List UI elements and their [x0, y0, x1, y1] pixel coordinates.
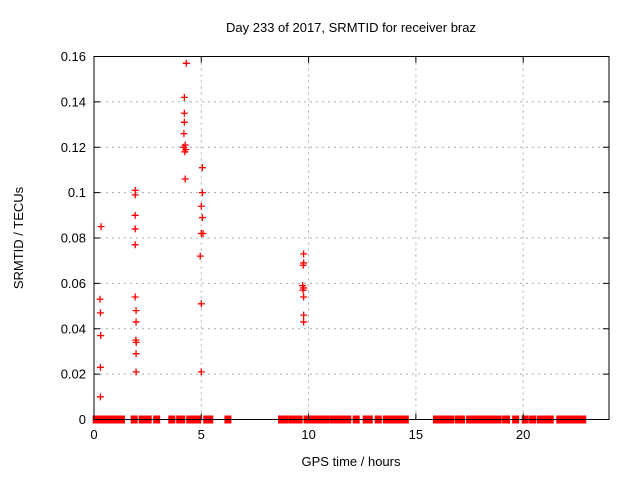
data-point: [198, 214, 206, 222]
data-point: [96, 309, 104, 317]
data-point: [131, 225, 139, 233]
data-point: [131, 241, 139, 249]
y-tick-label: 0.14: [61, 94, 86, 109]
data-point: [180, 109, 188, 117]
plot-border: [93, 56, 610, 420]
data-point: [181, 148, 189, 156]
data-point: [132, 307, 140, 315]
data-point: [199, 229, 207, 237]
data-point: [96, 363, 104, 371]
plot-border-and-ticks: [93, 56, 610, 420]
y-tick-label: 0.04: [61, 321, 86, 336]
data-point: [300, 250, 308, 258]
data-point: [132, 318, 140, 326]
data-point: [196, 252, 204, 260]
y-tick-label: 0.02: [61, 367, 86, 382]
data-point: [131, 211, 139, 219]
data-point: [96, 295, 104, 303]
y-tick-label: 0: [79, 412, 86, 427]
data-point: [131, 293, 139, 301]
data-point: [300, 318, 308, 326]
x-tick-label: 20: [516, 427, 530, 442]
y-tick-label: 0.08: [61, 231, 86, 246]
grid-layer: [94, 56, 609, 420]
x-tick-label: 10: [301, 427, 315, 442]
y-tick-label: 0.16: [61, 49, 86, 64]
data-point: [299, 286, 307, 294]
x-tick-label: 0: [90, 427, 97, 442]
data-point: [132, 368, 140, 376]
data-point: [132, 338, 140, 346]
y-axis-label: SRMTID / TECUs: [11, 186, 26, 289]
data-point: [299, 261, 307, 269]
data-point: [180, 118, 188, 126]
data-point: [97, 223, 105, 231]
y-tick-label: 0.1: [68, 185, 86, 200]
data-point: [300, 311, 308, 319]
tick-labels-layer: 0 5 10 15 20 0 0.02 0.04 0.06 0.08 0.1 0.12 0.14 0.16: [61, 49, 531, 442]
data-point: [181, 175, 189, 183]
data-point: [197, 368, 205, 376]
data-point: [198, 164, 206, 172]
y-tick-label: 0.12: [61, 140, 86, 155]
data-point: [96, 393, 104, 401]
data-points-layer: [96, 59, 308, 401]
data-point: [197, 300, 205, 308]
y-tick-label: 0.06: [61, 276, 86, 291]
data-point: [132, 350, 140, 358]
x-axis-label: GPS time / hours: [302, 454, 401, 469]
data-point: [180, 130, 188, 138]
data-point: [182, 59, 190, 67]
data-point: [131, 191, 139, 199]
data-point: [300, 293, 308, 301]
data-point: [97, 332, 105, 340]
data-point: [197, 202, 205, 210]
x-tick-label: 15: [409, 427, 423, 442]
x-tick-label: 5: [198, 427, 205, 442]
chart-title: Day 233 of 2017, SRMTID for receiver bra…: [226, 20, 476, 35]
data-point: [198, 189, 206, 197]
data-point: [180, 93, 188, 101]
